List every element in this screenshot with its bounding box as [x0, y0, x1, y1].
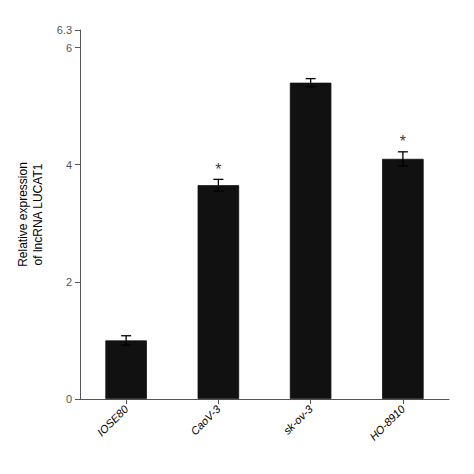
svg-text:2: 2	[66, 276, 72, 288]
svg-text:*: *	[215, 161, 221, 178]
svg-text:IOSE80: IOSE80	[95, 402, 131, 438]
svg-text:sk-ov-3: sk-ov-3	[281, 402, 316, 437]
svg-text:0: 0	[66, 393, 72, 405]
svg-text:HO-8910: HO-8910	[367, 402, 408, 443]
svg-text:of lncRNA LUCAT1: of lncRNA LUCAT1	[31, 163, 45, 265]
svg-text:Relative expression: Relative expression	[16, 162, 30, 267]
svg-text:CaoV-3: CaoV-3	[188, 402, 223, 437]
svg-text:*: *	[400, 133, 406, 150]
svg-text:4: 4	[66, 159, 72, 171]
svg-text:6: 6	[66, 42, 72, 54]
svg-text:6.3: 6.3	[57, 24, 72, 36]
